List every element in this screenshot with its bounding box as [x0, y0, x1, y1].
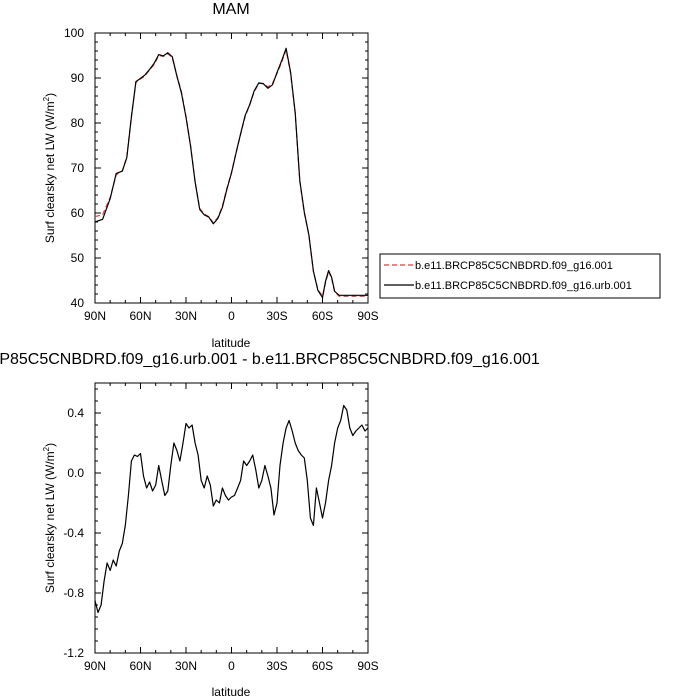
top-x-tick-label: 30N: [175, 309, 197, 323]
top-y-axis-label-close: ): [43, 93, 57, 97]
top-y-tick-label: 60: [71, 206, 85, 220]
bottom-x-tick-label: 90N: [84, 659, 106, 673]
bottom-y-tick-label: 0.0: [67, 466, 84, 480]
bottom-plot-frame: [94, 382, 369, 654]
top-y-axis-label-main: Surf clearsky net LW (W/m: [43, 101, 57, 243]
bottom-y-tick-label: -0.4: [63, 526, 84, 540]
top-x-tick-label: 90N: [84, 309, 106, 323]
bottom-panel: b.e11.BRCP85C5CNBDRD.f09_g16.urb.001 - b…: [0, 351, 540, 699]
top-x-tick-label: 60N: [129, 309, 151, 323]
top-y-tick-label: 70: [71, 161, 85, 175]
bottom-x-tick-label: 0: [228, 659, 235, 673]
top-axis-ticks: 90N 60N 30N 0 30S 60S 90S 40 50 60 70 80 90 100: [64, 26, 379, 323]
top-series-group: [94, 47, 368, 299]
bottom-series-group: [94, 404, 369, 614]
bottom-y-axis-label-close: ): [43, 443, 57, 447]
top-y-tick-label: 40: [71, 296, 85, 310]
top-y-axis-label-superscript: 2: [42, 96, 51, 101]
bottom-x-tick-label: 90S: [357, 659, 378, 673]
top-x-tick-label: 0: [228, 309, 235, 323]
bottom-y-tick-label: -0.8: [63, 586, 84, 600]
top-x-tick-label: 60S: [312, 309, 333, 323]
bottom-y-tick-label: -1.2: [63, 646, 84, 660]
bottom-chart-title: b.e11.BRCP85C5CNBDRD.f09_g16.urb.001 - b…: [0, 351, 540, 368]
top-y-tick-label: 90: [71, 71, 85, 85]
bottom-y-axis-label: Surf clearsky net LW (W/m2): [42, 443, 57, 593]
bottom-x-tick-label: 30S: [266, 659, 287, 673]
bottom-x-tick-label: 60N: [129, 659, 151, 673]
top-y-tick-label: 50: [71, 251, 85, 265]
bottom-series-line-1: [94, 404, 369, 614]
bottom-x-axis-label: latitude: [212, 685, 251, 699]
top-panel: MAM 90N 60N 30N 0 30S 60S 90S 40 50 60 70 80 90 100 l…: [42, 1, 661, 350]
top-x-axis-label: latitude: [212, 336, 251, 350]
legend-label-series-1: b.e11.BRCP85C5CNBDRD.f09_g16.001: [415, 260, 613, 272]
bottom-y-axis-label-superscript: 2: [42, 446, 51, 451]
legend: b.e11.BRCP85C5CNBDRD.f09_g16.001 b.e11.B…: [379, 253, 661, 299]
top-series-line-2: [94, 47, 368, 299]
top-y-tick-label: 80: [71, 116, 85, 130]
top-y-axis-label: Surf clearsky net LW (W/m2): [42, 93, 57, 243]
bottom-x-tick-label: 60S: [312, 659, 333, 673]
top-x-tick-label: 90S: [357, 309, 378, 323]
top-chart-title: MAM: [212, 1, 249, 18]
bottom-x-tick-label: 30N: [175, 659, 197, 673]
top-plot-frame: [94, 32, 369, 304]
bottom-axis-ticks: 90N 60N 30N 0 30S 60S 90S -1.2 -0.8 -0.4 0.0 0.4: [63, 383, 379, 673]
top-y-tick-label: 100: [64, 26, 84, 40]
bottom-y-tick-label: 0.4: [67, 406, 84, 420]
bottom-y-axis-label-main: Surf clearsky net LW (W/m: [43, 451, 57, 593]
top-x-tick-label: 30S: [266, 309, 287, 323]
legend-box: [379, 253, 661, 299]
legend-label-series-2: b.e11.BRCP85C5CNBDRD.f09_g16.urb.001: [415, 280, 632, 292]
